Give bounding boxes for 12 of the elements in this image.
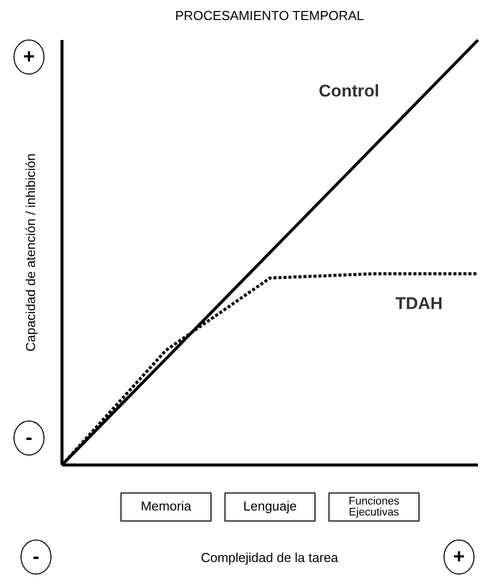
text: + — [23, 46, 35, 68]
x-tick-label: Lenguaje — [243, 498, 297, 514]
x-tick-label: Funciones Ejecutivas — [348, 495, 400, 518]
text: + — [453, 546, 465, 568]
x-tick-label: Memoria — [140, 498, 192, 514]
series-label: Control — [318, 81, 380, 100]
chart-title: PROCESAMIENTO TEMPORAL — [175, 8, 364, 23]
text: - — [26, 427, 32, 449]
x-axis-title: Complejidad de la tarea — [200, 550, 339, 565]
series-label: TDAH — [395, 294, 443, 313]
y-axis-title: Capacidad de atención / inhibición — [23, 153, 38, 352]
text: - — [32, 546, 40, 568]
